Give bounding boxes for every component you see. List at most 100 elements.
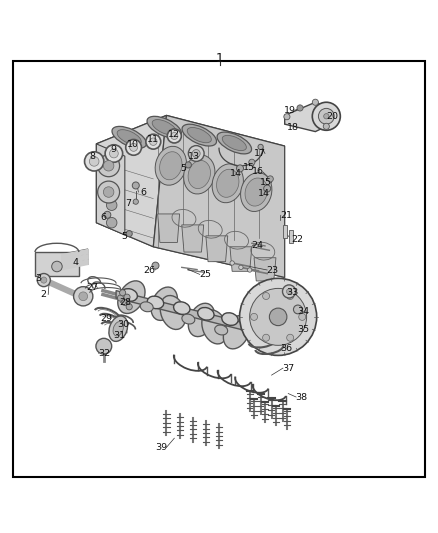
Circle shape <box>247 268 252 272</box>
Ellipse shape <box>198 308 214 320</box>
Ellipse shape <box>240 173 272 212</box>
Circle shape <box>240 278 317 356</box>
Ellipse shape <box>160 295 186 329</box>
Text: 8: 8 <box>89 151 95 160</box>
Circle shape <box>41 277 47 283</box>
Text: 31: 31 <box>113 331 125 340</box>
Text: 30: 30 <box>117 320 130 329</box>
Ellipse shape <box>212 164 244 203</box>
Circle shape <box>106 217 117 228</box>
Polygon shape <box>289 230 293 243</box>
Text: 2: 2 <box>40 290 46 299</box>
Text: 12: 12 <box>168 130 180 139</box>
Circle shape <box>188 146 204 161</box>
Circle shape <box>126 304 132 310</box>
Text: 5: 5 <box>180 164 186 173</box>
Text: 34: 34 <box>297 306 309 316</box>
Text: 13: 13 <box>188 151 201 160</box>
Ellipse shape <box>188 303 215 337</box>
Polygon shape <box>96 115 166 247</box>
Text: 22: 22 <box>291 235 303 244</box>
Text: 3: 3 <box>35 274 41 283</box>
Circle shape <box>293 305 302 314</box>
Circle shape <box>318 108 334 124</box>
Circle shape <box>132 182 139 189</box>
Text: 38: 38 <box>295 392 307 401</box>
Polygon shape <box>96 223 285 278</box>
Circle shape <box>237 165 244 172</box>
Text: 5: 5 <box>121 232 127 241</box>
Circle shape <box>74 287 93 306</box>
Text: 1: 1 <box>216 52 224 65</box>
Text: 32: 32 <box>98 349 110 358</box>
Ellipse shape <box>121 289 138 301</box>
Circle shape <box>106 165 117 175</box>
Circle shape <box>263 293 270 300</box>
Ellipse shape <box>109 316 127 342</box>
Circle shape <box>286 289 292 294</box>
Text: 15: 15 <box>243 163 255 172</box>
Ellipse shape <box>155 147 187 185</box>
Circle shape <box>37 273 50 287</box>
Ellipse shape <box>117 130 141 145</box>
Ellipse shape <box>130 143 138 151</box>
Text: 20: 20 <box>326 112 338 121</box>
Text: 23: 23 <box>266 265 279 274</box>
Text: 33: 33 <box>286 288 299 297</box>
Ellipse shape <box>215 325 228 335</box>
Text: 36: 36 <box>280 344 292 353</box>
Circle shape <box>258 144 263 150</box>
Circle shape <box>117 295 124 301</box>
Ellipse shape <box>202 310 227 344</box>
Text: 17: 17 <box>254 149 266 158</box>
Ellipse shape <box>140 302 153 312</box>
Text: 35: 35 <box>297 325 310 334</box>
Ellipse shape <box>151 287 177 320</box>
Circle shape <box>98 155 120 177</box>
Ellipse shape <box>171 133 178 140</box>
Circle shape <box>133 199 138 204</box>
Circle shape <box>152 262 159 269</box>
Circle shape <box>251 313 258 320</box>
Ellipse shape <box>223 316 250 349</box>
Text: 37: 37 <box>282 364 294 373</box>
Ellipse shape <box>173 302 190 314</box>
Ellipse shape <box>110 149 118 158</box>
Circle shape <box>312 102 340 130</box>
Circle shape <box>122 300 128 305</box>
Circle shape <box>126 231 132 237</box>
Text: 19: 19 <box>284 106 296 115</box>
Ellipse shape <box>89 157 99 166</box>
Circle shape <box>284 114 290 120</box>
Ellipse shape <box>147 116 181 138</box>
Ellipse shape <box>187 127 212 143</box>
Polygon shape <box>254 258 276 281</box>
Text: 39: 39 <box>155 443 167 452</box>
Polygon shape <box>182 225 204 252</box>
Circle shape <box>103 187 114 197</box>
Ellipse shape <box>85 152 104 171</box>
Circle shape <box>249 159 255 165</box>
Text: 29: 29 <box>100 314 112 322</box>
Ellipse shape <box>182 124 216 146</box>
Circle shape <box>239 265 243 270</box>
Ellipse shape <box>126 140 141 155</box>
Circle shape <box>250 288 307 345</box>
Text: 7: 7 <box>125 199 131 208</box>
Ellipse shape <box>217 132 251 154</box>
Ellipse shape <box>149 138 157 146</box>
Circle shape <box>192 150 200 157</box>
Ellipse shape <box>146 134 161 149</box>
Ellipse shape <box>245 178 268 206</box>
Ellipse shape <box>147 296 164 309</box>
Polygon shape <box>96 144 125 235</box>
Circle shape <box>120 290 126 296</box>
Text: 27: 27 <box>86 283 98 292</box>
Circle shape <box>299 313 306 320</box>
Circle shape <box>297 105 303 111</box>
Circle shape <box>312 99 318 106</box>
Text: 28: 28 <box>120 298 132 307</box>
Ellipse shape <box>113 321 124 336</box>
Text: 25: 25 <box>199 270 211 279</box>
Text: 14: 14 <box>230 169 242 178</box>
